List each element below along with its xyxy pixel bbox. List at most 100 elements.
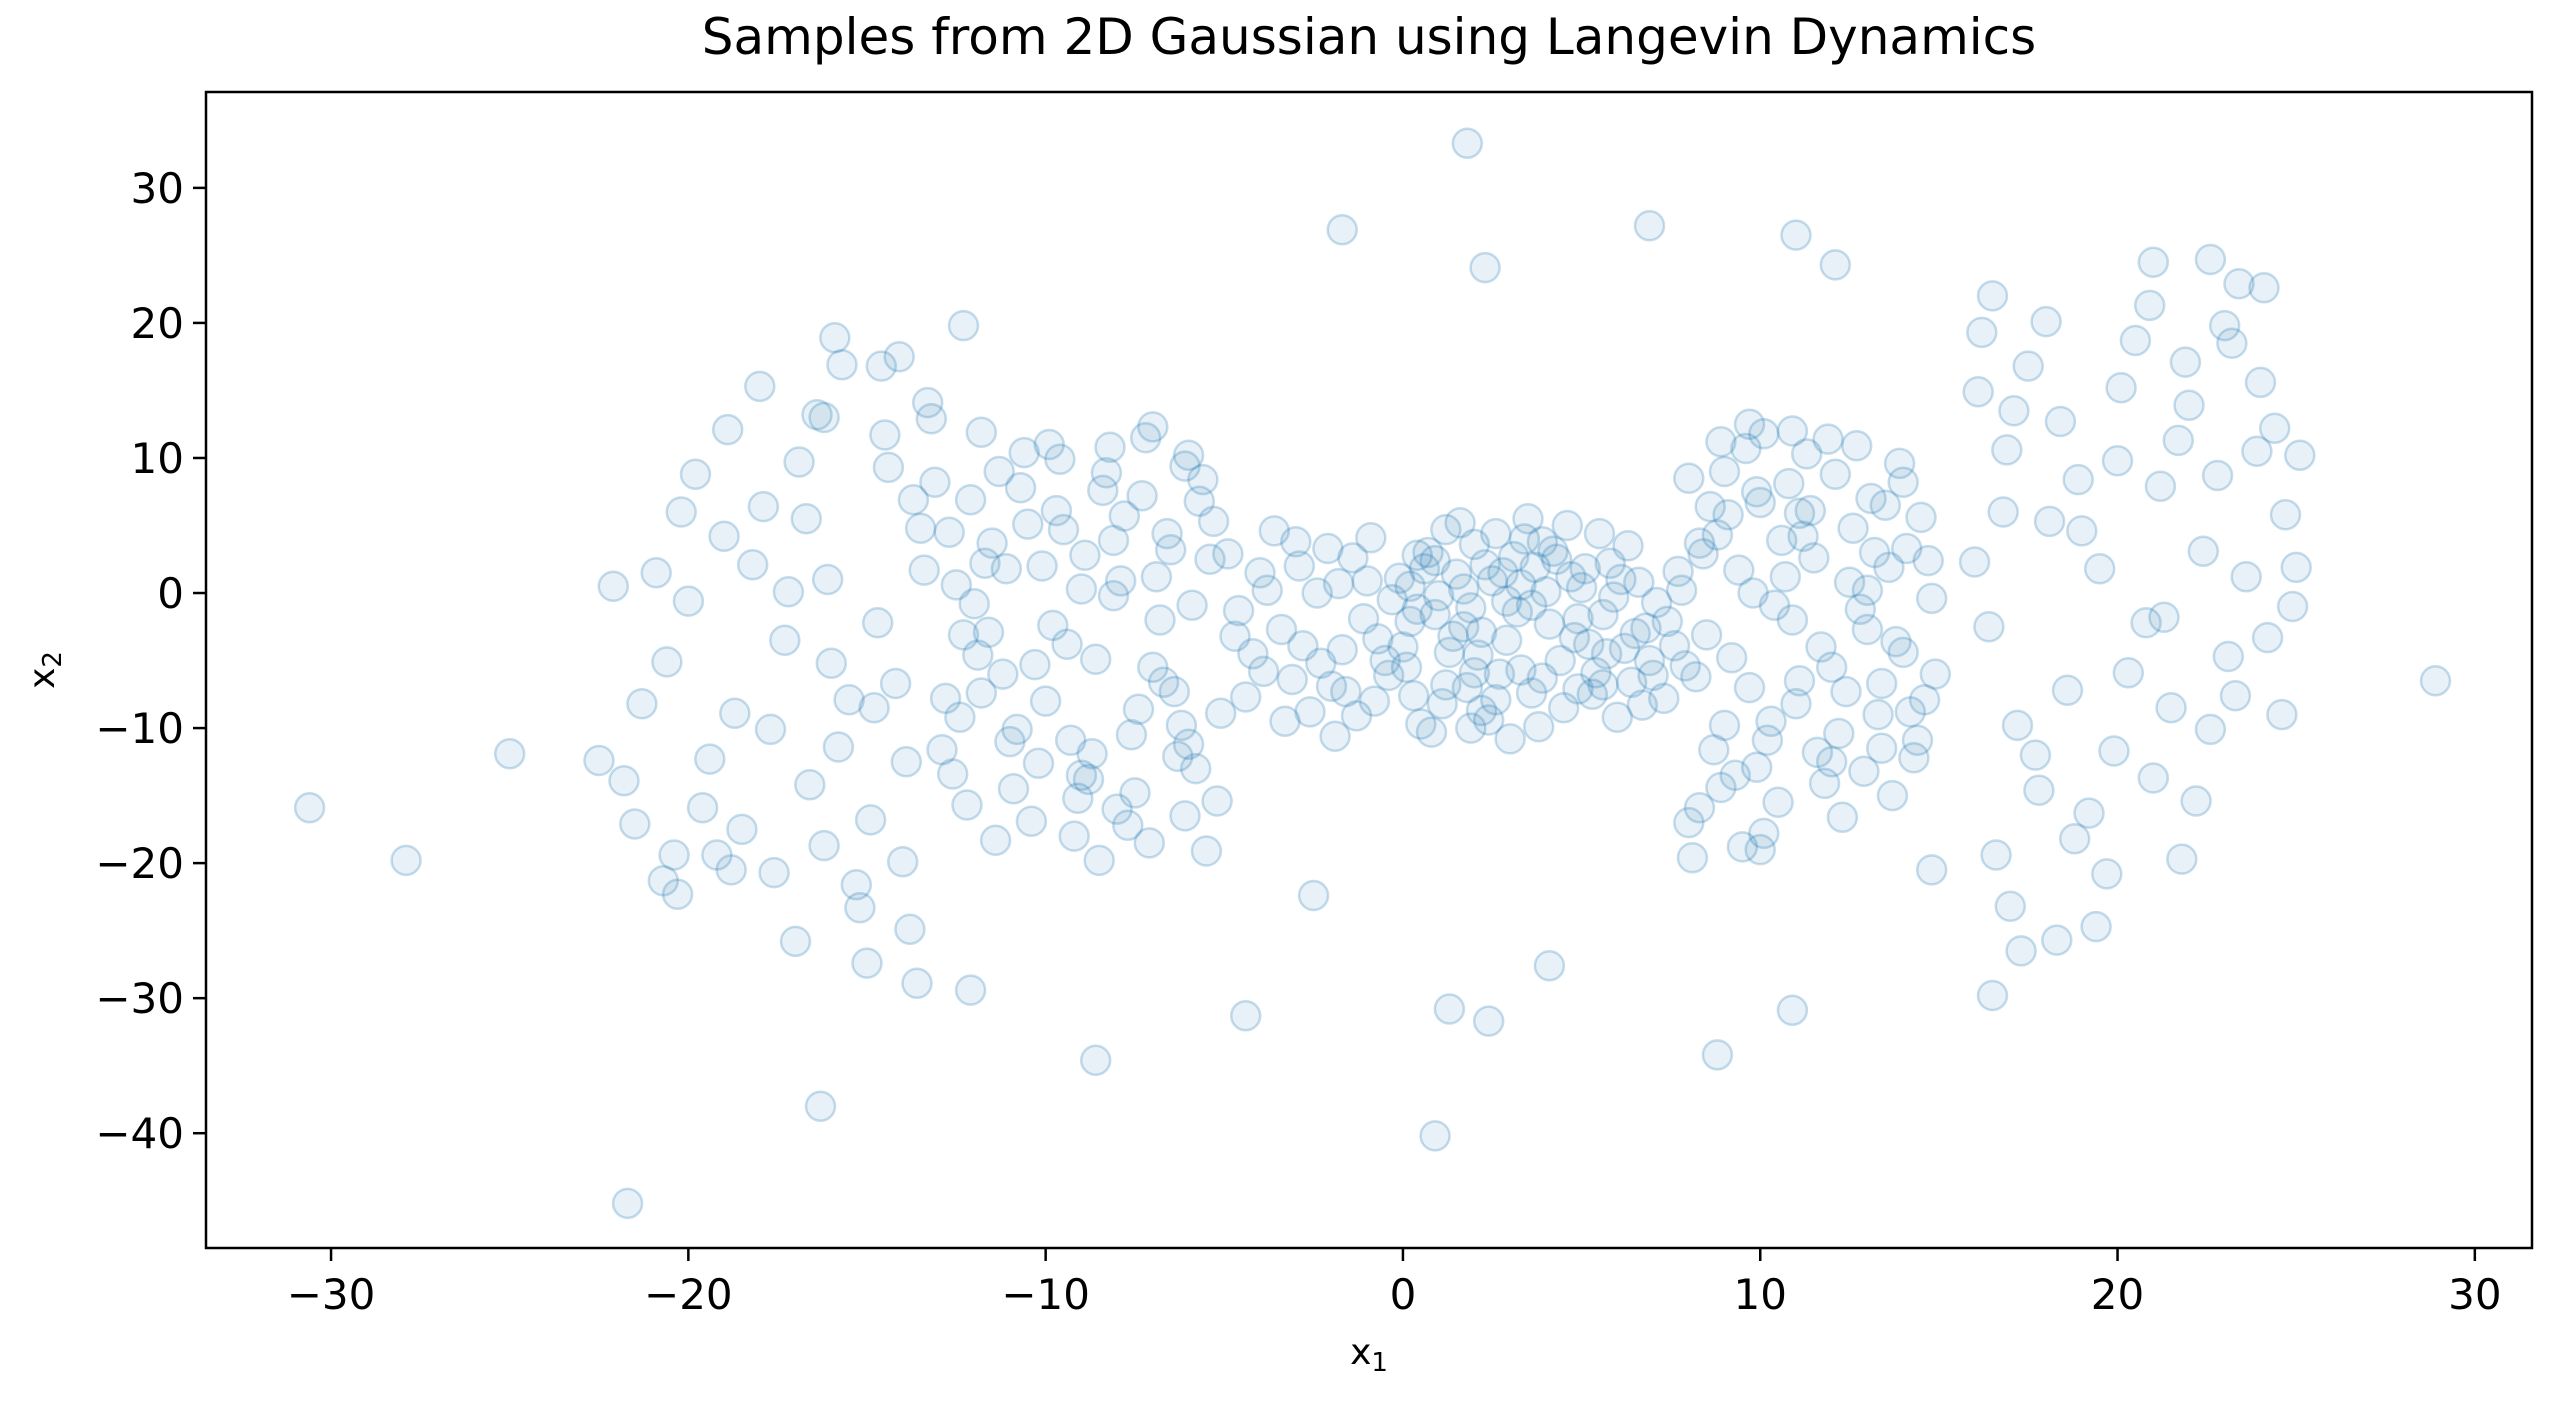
scatter-point xyxy=(883,340,915,373)
scatter-point xyxy=(979,824,1012,856)
scatter-point xyxy=(1998,394,2030,427)
scatter-point xyxy=(987,658,1019,690)
scatter-point xyxy=(1633,644,1666,677)
scatter-point xyxy=(1147,666,1180,698)
scatter-point xyxy=(811,563,844,596)
scatter-point xyxy=(1973,611,2005,643)
scatter-point xyxy=(1462,639,1494,671)
scatter-point xyxy=(1544,644,1576,677)
scatter-point xyxy=(2219,679,2252,712)
scatter-point xyxy=(1555,561,1587,593)
scatter-point xyxy=(1576,678,1609,711)
scatter-point xyxy=(736,548,769,581)
scatter-point xyxy=(2119,324,2152,357)
scatter-point xyxy=(1715,642,1748,674)
scatter-point xyxy=(726,813,758,846)
scatter-point xyxy=(1158,675,1191,708)
scatter-point xyxy=(1705,771,1737,804)
scatter-point xyxy=(1612,530,1644,562)
scatter-point xyxy=(804,1090,837,1122)
scatter-point xyxy=(1037,609,1069,642)
scatter-point xyxy=(1533,608,1566,640)
scatter-point xyxy=(1497,540,1530,573)
scatter-point xyxy=(686,791,719,824)
scatter-point xyxy=(1726,831,1759,863)
scatter-point xyxy=(1887,636,1919,669)
scatter-point xyxy=(1029,685,1062,717)
scatter-point xyxy=(2005,935,2037,967)
scatter-point xyxy=(901,967,933,1000)
scatter-point xyxy=(2258,412,2291,445)
scatter-point xyxy=(1351,565,1383,597)
scatter-point xyxy=(1858,536,1891,569)
scatter-point xyxy=(1633,209,1666,242)
scatter-point xyxy=(2266,698,2298,731)
scatter-point xyxy=(769,624,801,657)
scatter-point xyxy=(976,527,1008,559)
x-tick-label: −30 xyxy=(287,1270,376,1319)
scatter-point xyxy=(1415,716,1448,748)
scatter-point xyxy=(1483,658,1516,690)
y-tick-label: −20 xyxy=(95,839,184,888)
scatter-point xyxy=(1626,689,1659,721)
y-tick-label: −40 xyxy=(95,1109,184,1158)
scatter-point xyxy=(1169,450,1201,482)
scatter-point xyxy=(1830,675,1862,708)
scatter-point xyxy=(1322,567,1355,600)
scatter-point xyxy=(1172,728,1205,761)
y-tick-label: −10 xyxy=(95,704,184,753)
scatter-point xyxy=(1119,777,1151,809)
scatter-point xyxy=(1587,598,1619,631)
scatter-point xyxy=(1079,643,1112,675)
scatter-point xyxy=(1808,767,1841,800)
scatter-point xyxy=(1469,548,1501,581)
scatter-point xyxy=(1430,513,1462,546)
scatter-point xyxy=(1894,696,1927,728)
scatter-point xyxy=(1744,486,1776,519)
scatter-point xyxy=(1733,408,1766,440)
scatter-point xyxy=(1815,651,1848,684)
scatter-point xyxy=(1798,542,1830,574)
scatter-point xyxy=(1129,421,1162,454)
scatter-point xyxy=(1562,673,1594,705)
scatter-point xyxy=(1362,623,1394,655)
scatter-point xyxy=(1172,439,1205,472)
y-axis-label: x2 xyxy=(22,651,68,689)
scatter-point xyxy=(1780,219,1812,251)
scatter-point xyxy=(1194,543,1226,576)
y-tick-label: −30 xyxy=(95,974,184,1023)
scatter-point xyxy=(1794,494,1827,527)
scatter-point xyxy=(2223,268,2255,300)
scatter-point xyxy=(1630,612,1662,644)
x-axis-label-sub: 1 xyxy=(1371,1348,1388,1378)
scatter-point xyxy=(1851,574,1884,607)
scatter-point xyxy=(965,677,998,709)
scatter-point xyxy=(1347,602,1380,635)
scatter-point xyxy=(1276,663,1308,696)
scatter-point xyxy=(940,569,973,601)
scatter-point xyxy=(1455,592,1487,624)
scatter-point xyxy=(719,697,751,729)
scatter-point xyxy=(808,829,840,862)
scatter-point xyxy=(1294,696,1326,728)
scatter-point xyxy=(1133,827,1166,859)
scatter-point xyxy=(794,769,826,801)
scatter-point xyxy=(1537,535,1569,567)
scatter-point xyxy=(1001,713,1033,746)
scatter-point xyxy=(1873,551,1905,584)
scatter-point xyxy=(1087,474,1119,507)
scatter-point xyxy=(1062,782,1094,815)
scatter-point xyxy=(1008,436,1040,469)
scatter-point xyxy=(1083,844,1115,877)
scatter-point xyxy=(772,575,805,608)
scatter-point xyxy=(2073,797,2105,829)
scatter-point xyxy=(1044,443,1076,476)
x-tick-label: −20 xyxy=(644,1270,733,1319)
scatter-point xyxy=(840,868,873,901)
scatter-point xyxy=(1851,613,1884,646)
scatter-point xyxy=(1422,579,1455,612)
scatter-point xyxy=(947,619,980,651)
scatter-point xyxy=(1748,417,1780,450)
scatter-point xyxy=(1740,475,1773,508)
scatter-point xyxy=(1790,438,1823,470)
